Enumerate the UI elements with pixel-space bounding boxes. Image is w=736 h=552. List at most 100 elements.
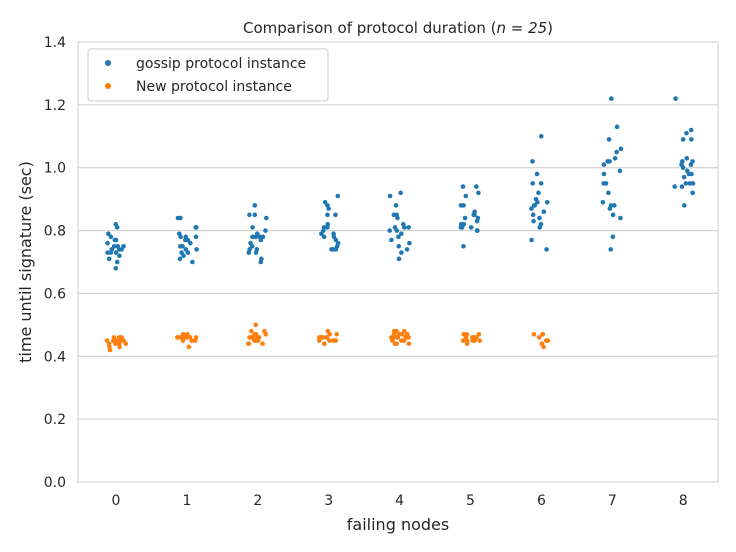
gossip-point xyxy=(321,234,327,240)
gossip-point xyxy=(258,259,264,265)
x-tick-label: 5 xyxy=(466,493,475,509)
gossip-point xyxy=(319,231,324,237)
gossip-point xyxy=(181,253,186,259)
y-tick-label: 0.4 xyxy=(44,349,66,365)
gossip-point xyxy=(406,225,412,230)
new-protocol-point xyxy=(333,338,339,343)
gossip-point xyxy=(606,137,612,142)
new-protocol-point xyxy=(327,331,333,337)
gossip-point xyxy=(188,240,193,246)
gossip-point xyxy=(476,190,481,196)
new-protocol-point xyxy=(389,338,395,343)
gossip-point xyxy=(688,127,694,133)
gossip-point xyxy=(108,250,114,255)
new-protocol-point xyxy=(470,338,475,343)
y-tick-label: 0.0 xyxy=(44,475,66,491)
gossip-point xyxy=(407,240,412,246)
gossip-point xyxy=(387,228,393,233)
gossip-point xyxy=(326,206,331,211)
gossip-point xyxy=(253,234,259,240)
gossip-point xyxy=(399,231,404,237)
gossip-point xyxy=(396,256,402,262)
gossip-point xyxy=(673,96,678,101)
gossip-point xyxy=(529,237,534,243)
gossip-point xyxy=(614,124,620,130)
legend-marker-gossip xyxy=(105,60,111,66)
gossip-point xyxy=(601,171,607,177)
gossip-point xyxy=(253,250,259,255)
y-tick-label: 1.4 xyxy=(44,35,66,51)
new-protocol-point xyxy=(316,338,322,343)
gossip-point xyxy=(530,159,535,164)
x-tick-label: 4 xyxy=(395,493,404,509)
gossip-point xyxy=(531,218,536,224)
gossip-point xyxy=(113,250,119,255)
gossip-point xyxy=(391,212,397,218)
x-tick-label: 3 xyxy=(324,493,333,509)
new-protocol-point xyxy=(324,335,329,340)
gossip-point xyxy=(684,155,690,161)
gossip-point xyxy=(608,247,614,252)
y-axis-label: time until signature (sec) xyxy=(16,161,35,363)
gossip-point xyxy=(402,225,407,230)
new-protocol-point xyxy=(249,328,254,334)
gossip-point xyxy=(252,212,258,218)
gossip-point xyxy=(681,174,687,180)
gossip-point xyxy=(105,240,110,246)
legend-label-gossip: gossip protocol instance xyxy=(136,56,306,72)
gossip-point xyxy=(535,199,540,205)
gossip-point xyxy=(468,225,474,230)
gossip-point xyxy=(471,212,477,218)
gossip-point xyxy=(607,159,612,164)
gossip-point xyxy=(114,259,120,265)
gossip-point xyxy=(690,181,696,186)
gossip-point xyxy=(111,243,117,249)
new-protocol-point xyxy=(113,341,118,347)
x-tick-label: 1 xyxy=(182,493,191,509)
gossip-point xyxy=(538,181,544,186)
data-points xyxy=(104,96,696,353)
gossip-point xyxy=(606,190,611,196)
gossip-point xyxy=(116,247,122,252)
new-protocol-point xyxy=(107,347,113,353)
gossip-point xyxy=(537,215,542,221)
gossip-point xyxy=(106,256,112,262)
x-tick-label: 0 xyxy=(112,493,121,509)
new-protocol-point xyxy=(321,341,327,347)
gossip-point xyxy=(404,247,410,252)
new-protocol-point xyxy=(394,341,399,347)
y-tick-label: 0.2 xyxy=(44,412,66,428)
gossip-point xyxy=(396,234,401,240)
gossip-point xyxy=(335,193,341,199)
gossip-point xyxy=(463,193,469,199)
gossip-point xyxy=(249,243,255,249)
gossip-point xyxy=(462,215,468,221)
gossip-point xyxy=(614,149,619,155)
gossip-point xyxy=(113,265,119,271)
new-protocol-point xyxy=(186,344,192,350)
gossip-point xyxy=(610,212,616,218)
new-protocol-point xyxy=(395,335,401,340)
gossip-point xyxy=(689,171,694,177)
gossip-point xyxy=(325,212,330,218)
gossip-point xyxy=(529,206,534,211)
gossip-point xyxy=(389,237,394,243)
gossip-point xyxy=(610,234,616,240)
gossip-point xyxy=(684,130,689,136)
gossip-point xyxy=(681,203,687,208)
gossip-point xyxy=(117,253,122,259)
gossip-point xyxy=(175,215,181,221)
new-protocol-point xyxy=(180,338,186,343)
gossip-point xyxy=(395,215,400,221)
new-protocol-point xyxy=(253,322,259,328)
legend-box xyxy=(87,48,329,102)
gossip-point xyxy=(607,206,613,211)
new-protocol-point xyxy=(406,341,412,347)
gossip-point xyxy=(612,155,618,161)
gossip-point xyxy=(108,234,114,240)
gossip-point xyxy=(329,247,334,252)
gossip-point xyxy=(609,96,614,101)
new-protocol-point xyxy=(536,335,542,340)
gossip-point xyxy=(114,225,120,230)
gossip-point xyxy=(534,171,540,177)
